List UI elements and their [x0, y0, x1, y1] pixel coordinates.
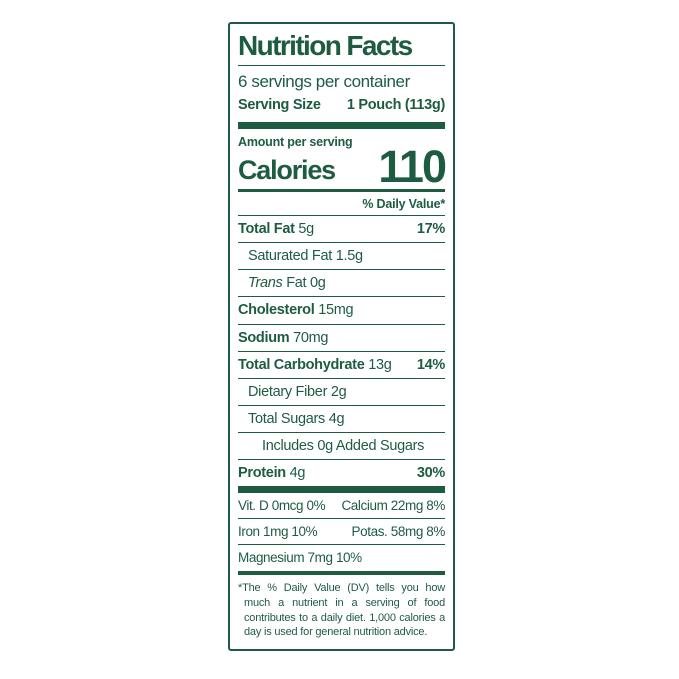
micronutrient-left: Iron 1mg 10%: [238, 524, 318, 540]
nutrient-row: Sodium 70mg: [238, 325, 445, 352]
nutrient-name-amount: Sodium 70mg: [238, 329, 329, 346]
serving-size-row: Serving Size 1 Pouch (113g): [238, 94, 445, 122]
serving-size-value: 1 Pouch (113g): [346, 97, 445, 114]
nutrient-name-amount: Trans Fat 0g: [248, 275, 326, 292]
calories-row: Calories 110: [238, 141, 447, 193]
separator-bar-medium: [238, 570, 445, 575]
nutrient-row: Total Sugars 4g: [238, 406, 445, 433]
micronutrient-right: Potas. 58mg 8%: [351, 524, 446, 540]
nutrient-rows: Total Fat 5g 17% Saturated Fat 1.5g Trans F…: [238, 216, 445, 486]
nutrient-name-amount: Total Fat 5g: [238, 221, 314, 238]
nutrient-row: Trans Fat 0g: [238, 270, 445, 298]
nutrient-row: Total Carbohydrate 13g 14%: [238, 352, 445, 379]
nutrient-row: Saturated Fat 1.5g: [238, 243, 445, 271]
calories-value: 110: [378, 141, 447, 193]
nutrient-row: Protein 4g 30%: [238, 460, 445, 486]
serving-size-label: Serving Size: [238, 97, 321, 114]
nutrient-daily-value: 14%: [416, 356, 445, 373]
servings-per-container: 6 servings per container: [238, 72, 410, 92]
daily-value-header: % Daily Value*: [238, 192, 445, 217]
nutrient-row: Cholesterol 15mg: [238, 297, 445, 325]
label-title: Nutrition Facts: [238, 28, 445, 67]
nutrient-name-amount: Cholesterol 15mg: [238, 302, 354, 319]
nutrient-name-amount: Dietary Fiber 2g: [248, 383, 347, 400]
calories-label: Calories: [238, 155, 336, 186]
micronutrient-row: Magnesium 7mg 10%: [238, 545, 445, 570]
micronutrient-left: Vit. D 0mcg 0%: [238, 498, 326, 514]
nutrient-row: Includes 0g Added Sugars: [238, 433, 445, 461]
nutrient-daily-value: 30%: [416, 465, 445, 482]
nutrient-name-amount: Total Carbohydrate 13g: [238, 356, 392, 373]
nutrient-row: Dietary Fiber 2g: [238, 379, 445, 406]
nutrient-row: Total Fat 5g 17%: [238, 216, 445, 244]
nutrient-daily-value: 17%: [416, 221, 445, 238]
separator-rule-medium: [238, 189, 445, 193]
nutrient-name-amount: Total Sugars 4g: [248, 410, 345, 427]
separator-bar-thick: [238, 122, 445, 130]
micronutrient-right: Calcium 22mg 8%: [341, 498, 445, 514]
nutrient-name-amount: Includes 0g Added Sugars: [262, 437, 425, 454]
micronutrient-row: Iron 1mg 10% Potas. 58mg 8%: [238, 519, 446, 546]
nutrient-name-amount: Protein 4g: [238, 465, 306, 482]
micronutrient-row: Vit. D 0mcg 0% Calcium 22mg 8%: [238, 493, 445, 520]
micronutrient-rows: Vit. D 0mcg 0% Calcium 22mg 8% Iron 1mg 10…: [238, 493, 445, 570]
separator-bar-thick: [238, 486, 445, 494]
nutrient-name-amount: Saturated Fat 1.5g: [248, 248, 363, 265]
amount-per-serving-label: Amount per serving: [238, 135, 353, 150]
nutrition-facts-label: Nutrition Facts 6 servings per container…: [228, 22, 455, 651]
micronutrient-left: Magnesium 7mg 10%: [238, 550, 362, 566]
daily-value-footnote: *The % Daily Value (DV) tells you how mu…: [238, 581, 445, 639]
